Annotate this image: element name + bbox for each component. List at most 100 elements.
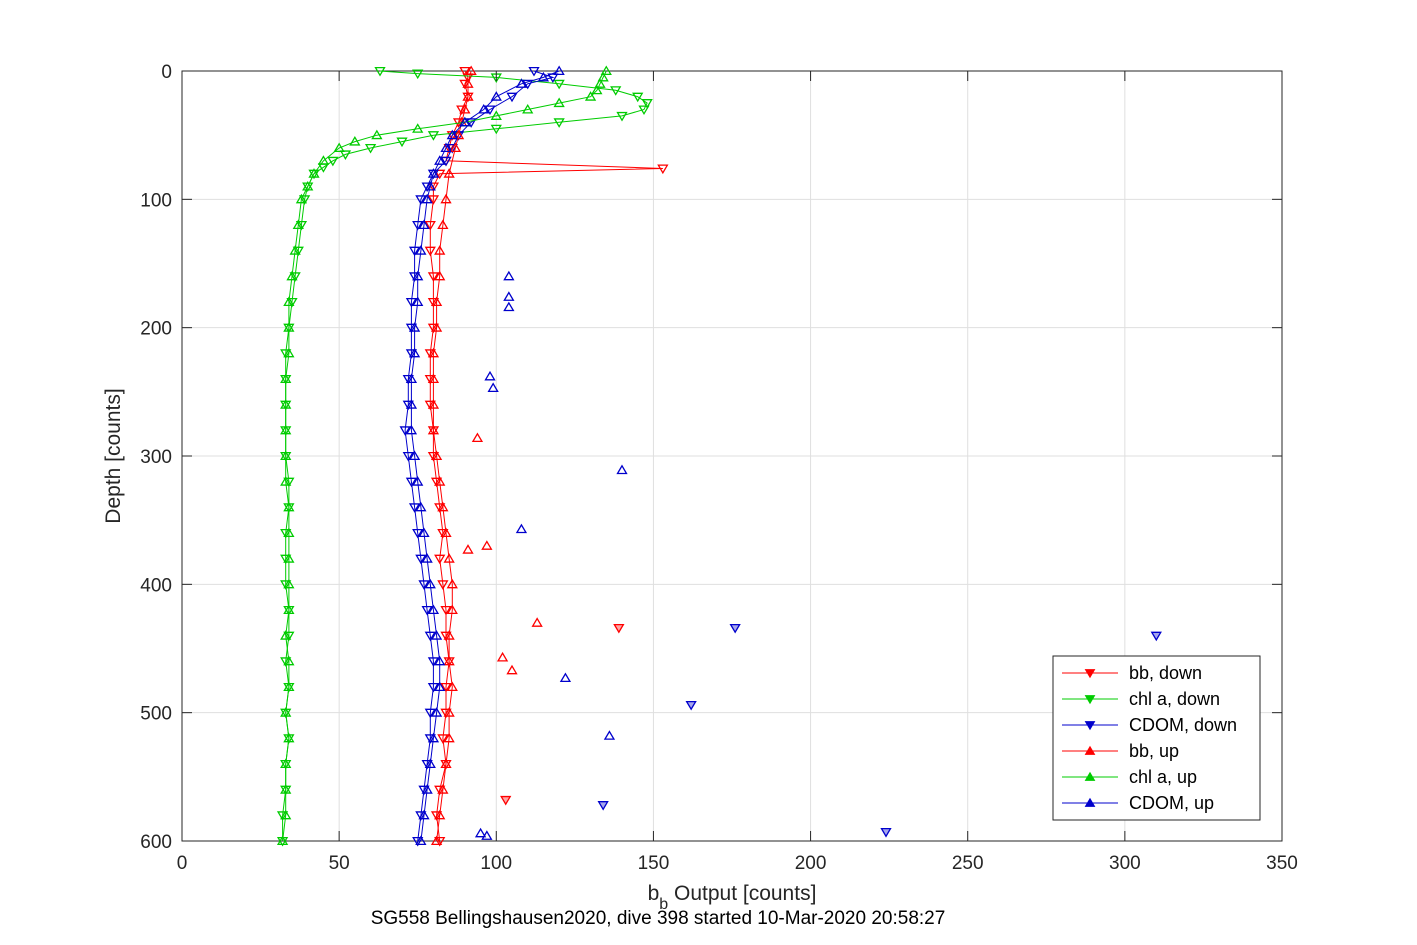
outlier-point — [471, 432, 484, 443]
data-point — [443, 630, 455, 640]
legend-marker — [1084, 669, 1096, 679]
data-point — [405, 399, 418, 409]
data-point — [295, 193, 308, 204]
legend-item-bb-up: bb, up — [1062, 741, 1179, 761]
data-point — [437, 219, 449, 230]
data-point — [405, 349, 418, 359]
data-point — [283, 578, 295, 589]
data-point — [484, 105, 496, 116]
legend-box — [1052, 655, 1261, 821]
outlier-point — [503, 291, 515, 301]
data-point — [412, 476, 424, 486]
data-point — [408, 450, 421, 461]
data-point — [434, 476, 446, 486]
data-point — [434, 155, 446, 165]
data-point — [446, 681, 458, 692]
data-point — [402, 374, 414, 385]
data-point — [289, 272, 301, 282]
outlier-point — [484, 370, 496, 381]
data-point — [283, 322, 295, 332]
data-point — [280, 580, 292, 590]
y-tick-label: 600 — [140, 832, 172, 853]
data-point — [292, 219, 304, 230]
data-point — [405, 424, 418, 435]
data-point — [295, 220, 308, 231]
data-point — [465, 118, 477, 128]
legend-marker — [1084, 797, 1096, 807]
data-point — [427, 323, 440, 334]
data-point — [283, 527, 295, 538]
legend-label: CDOM, up — [1129, 793, 1214, 813]
data-point — [374, 66, 386, 77]
data-point — [283, 681, 295, 692]
data-point — [408, 347, 421, 358]
legend: bb, down chl a, down CDOM, down bb, up chl a… — [1052, 655, 1261, 821]
outlier-point — [496, 651, 509, 662]
data-point — [459, 79, 471, 90]
data-point — [459, 116, 471, 127]
data-point — [490, 124, 502, 135]
data-point — [415, 501, 427, 512]
data-point — [396, 137, 408, 148]
data-point — [437, 528, 449, 539]
outlier-point — [685, 700, 697, 711]
data-point — [430, 811, 443, 821]
data-point — [412, 528, 424, 539]
data-point — [632, 92, 644, 103]
data-point — [490, 91, 502, 101]
data-point — [364, 143, 377, 154]
data-point — [421, 759, 433, 770]
data-point — [280, 784, 292, 794]
data-point — [418, 527, 430, 538]
data-point — [434, 270, 446, 281]
data-point — [276, 835, 289, 846]
data-point — [434, 245, 446, 255]
data-point — [553, 118, 565, 128]
data-point — [522, 79, 534, 90]
data-point — [600, 65, 612, 76]
legend-marker — [1084, 721, 1096, 731]
legend-label: bb, down — [1129, 663, 1202, 683]
data-point — [591, 84, 603, 95]
data-point — [412, 270, 424, 281]
data-point — [424, 220, 436, 231]
outlier-point — [462, 544, 474, 554]
data-point — [434, 836, 446, 847]
data-point — [402, 400, 414, 411]
data-point — [283, 655, 295, 666]
data-point — [553, 79, 565, 90]
data-point — [427, 168, 440, 178]
data-point — [515, 78, 528, 88]
data-point — [446, 604, 458, 615]
legend-label: CDOM, down — [1129, 715, 1237, 735]
x-axis-label-main: b — [648, 882, 660, 905]
data-point — [399, 426, 411, 436]
data-point — [402, 451, 414, 462]
series-line — [432, 70, 472, 842]
data-point — [421, 605, 433, 616]
legend-item-cdom-down: CDOM, down — [1062, 715, 1237, 735]
data-point — [427, 347, 440, 358]
data-point — [638, 105, 650, 116]
data-point — [427, 732, 440, 743]
data-point — [616, 111, 628, 122]
legend-label: chl a, down — [1129, 689, 1220, 709]
data-point — [405, 477, 418, 488]
data-point — [280, 657, 292, 667]
data-point — [434, 503, 446, 513]
y-tick-label: 400 — [140, 575, 172, 596]
outlier-point — [474, 827, 487, 838]
data-point — [446, 143, 458, 154]
data-point — [641, 99, 653, 109]
data-point — [478, 103, 490, 114]
outlier-point — [729, 623, 741, 634]
data-point — [415, 554, 427, 565]
data-point — [424, 708, 436, 719]
data-point — [333, 142, 345, 153]
data-point — [408, 272, 421, 282]
outlier-point — [506, 664, 518, 675]
legend-marker — [1084, 695, 1096, 705]
data-point — [280, 707, 292, 717]
data-point — [443, 655, 455, 666]
